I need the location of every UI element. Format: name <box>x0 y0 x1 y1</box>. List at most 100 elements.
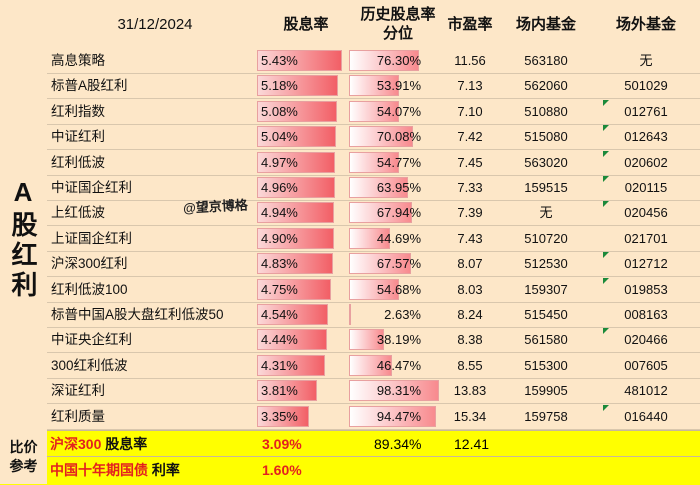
yield-cell: 4.75% <box>257 277 351 302</box>
percentile-value: 63.95% <box>376 180 421 195</box>
exchange-fund-code: 159307 <box>524 281 568 297</box>
percentile-bar <box>349 278 399 300</box>
percentile-value: 2.63% <box>384 307 421 322</box>
yield-value: 4.94% <box>261 205 298 221</box>
green-flag-icon <box>603 176 609 182</box>
yield-value: 4.97% <box>261 154 298 170</box>
table-row: 标普A股红利 5.18% 53.91% 7.13 562060 501029 <box>47 73 700 100</box>
percentile-bar <box>349 202 412 224</box>
pe-value: 8.55 <box>457 357 483 373</box>
exchange-fund-code: 159515 <box>524 180 568 195</box>
yield-cell: 4.90% <box>257 226 351 251</box>
table-row: 沪深300红利 4.83% 67.57% 8.07 512530 012712 <box>47 251 700 278</box>
percentile-bar <box>349 380 439 402</box>
exchange-fund-code: 562060 <box>524 78 568 94</box>
index-name: 中证央企红利 <box>51 332 132 348</box>
table-row: 高息策略 5.43% 76.30% 11.56 563180 无 <box>47 48 700 74</box>
percentile-cell: 54.68% <box>349 277 445 302</box>
percentile-bar <box>349 151 399 173</box>
yield-bar <box>257 380 317 402</box>
pe-value: 11.56 <box>454 53 486 68</box>
percentile-value: 38.19% <box>376 332 421 348</box>
otc-fund-code: 020115 <box>624 180 668 195</box>
yield-cell: 4.97% <box>257 150 351 175</box>
index-name: 红利质量 <box>51 408 105 424</box>
header-date: 31/12/2024 <box>117 15 193 33</box>
table-row: 红利低波100 4.75% 54.68% 8.03 159307 019853 <box>47 277 700 303</box>
exchange-fund-code: 159905 <box>524 383 568 399</box>
yield-bar <box>257 75 338 97</box>
yield-bar <box>257 278 331 300</box>
percentile-bar <box>349 304 351 325</box>
pe-value: 8.03 <box>457 281 483 297</box>
yield-bar <box>257 177 335 198</box>
exchange-fund-code: 563180 <box>524 53 568 68</box>
table-row: 红利质量 3.35% 94.47% 15.34 159758 016440 <box>47 404 700 430</box>
exchange-fund-code: 515450 <box>524 307 568 322</box>
index-name: 上红低波 <box>51 205 105 221</box>
percentile-cell: 54.77% <box>349 150 445 175</box>
index-name: 标普中国A股大盘红利低波50 <box>51 307 224 322</box>
pe-value: 7.45 <box>457 154 483 170</box>
pe-value: 15.34 <box>453 408 487 424</box>
pe-value: 13.83 <box>453 383 487 399</box>
index-name: 中证国企红利 <box>51 180 132 195</box>
yield-cell: 4.96% <box>257 175 351 200</box>
table-body: 高息策略 5.43% 76.30% 11.56 563180 无标普A股红利 5.18% 53… <box>47 48 700 430</box>
percentile-bar <box>349 354 392 376</box>
percentile-value: 70.08% <box>376 129 421 145</box>
index-name: 300红利低波 <box>51 357 128 373</box>
yield-value: 5.43% <box>261 53 298 68</box>
otc-fund-code: 012712 <box>624 256 668 272</box>
otc-fund-code: 无 <box>639 53 653 68</box>
pe-value: 7.13 <box>457 78 483 94</box>
percentile-cell: 46.47% <box>349 353 445 378</box>
otc-fund-code: 481012 <box>624 383 668 399</box>
pe-value: 7.10 <box>457 103 483 119</box>
percentile-cell: 38.19% <box>349 327 445 352</box>
yield-cell: 4.31% <box>257 353 351 378</box>
percentile-value: 53.91% <box>376 78 421 94</box>
yield-bar <box>257 253 333 275</box>
percentile-value: 44.69% <box>376 230 421 246</box>
exchange-fund-code: 512530 <box>524 256 568 272</box>
exchange-fund-code: 515080 <box>524 129 568 145</box>
percentile-bar <box>349 177 408 198</box>
header-pe: 市盈率 <box>447 15 493 33</box>
ref1-percentile: 89.34% <box>374 436 422 452</box>
yield-cell: 4.44% <box>257 327 351 352</box>
percentile-cell: 54.07% <box>349 99 445 124</box>
reference-row-csi300: 沪深300 股息率 3.09% 89.34% 12.41 <box>0 430 700 457</box>
green-flag-icon <box>603 277 609 284</box>
percentile-value: 67.94% <box>376 205 421 221</box>
index-name: 上证国企红利 <box>51 230 132 246</box>
header-yield: 股息率 <box>283 15 329 33</box>
yield-value: 5.18% <box>261 78 298 94</box>
table-row: 红利指数 5.08% 54.07% 7.10 510880 012761 <box>47 99 700 125</box>
ref1-yield: 3.09% <box>262 436 302 452</box>
otc-fund-code: 016440 <box>624 408 668 424</box>
table-row: 上红低波 4.94% 67.94% 7.39 无 020456 <box>47 200 700 227</box>
header-otc-fund: 场外基金 <box>615 15 676 33</box>
otc-fund-code: 008163 <box>624 307 668 322</box>
exchange-fund-code: 515300 <box>524 357 568 373</box>
table-header: 31/12/2024 股息率 历史股息率分位 市盈率 场内基金 场外基金 <box>0 0 700 49</box>
otc-fund-code: 501029 <box>624 78 668 94</box>
yield-value: 4.44% <box>261 332 298 348</box>
percentile-value: 54.77% <box>376 154 421 170</box>
ref2-rate: 1.60% <box>262 462 302 478</box>
percentile-value: 54.07% <box>376 103 421 119</box>
percentile-bar <box>349 405 436 427</box>
percentile-value: 94.47% <box>376 408 421 424</box>
index-name: 沪深300红利 <box>51 256 128 272</box>
pe-value: 7.42 <box>457 129 483 145</box>
percentile-bar <box>349 253 411 275</box>
yield-value: 4.54% <box>261 307 298 322</box>
otc-fund-code: 020466 <box>624 332 668 348</box>
yield-cell: 5.08% <box>257 99 351 124</box>
index-name: 红利低波100 <box>51 281 128 297</box>
percentile-cell: 70.08% <box>349 124 445 149</box>
pe-value: 7.39 <box>457 205 483 221</box>
pe-value: 8.24 <box>457 307 483 322</box>
index-name: 高息策略 <box>51 53 105 68</box>
